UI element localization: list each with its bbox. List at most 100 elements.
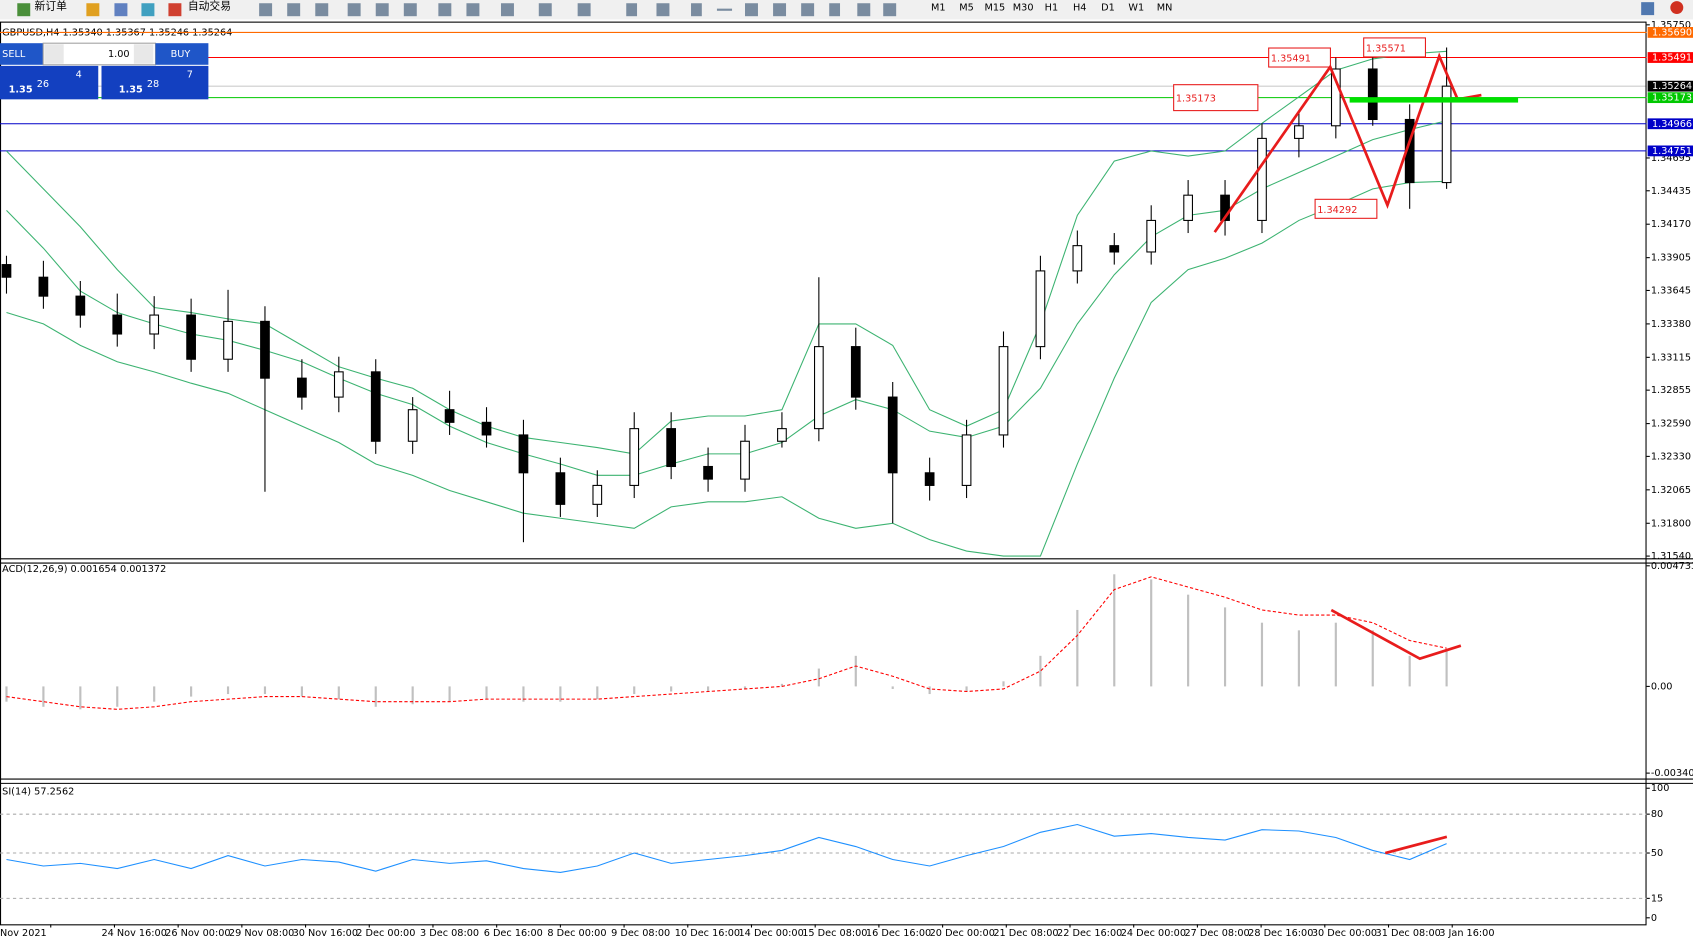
- candle-body: [924, 472, 935, 486]
- icon[interactable]: [114, 3, 128, 17]
- candle-body: [961, 434, 972, 486]
- buy-price-pip: 7: [187, 70, 193, 81]
- timeframe-button[interactable]: M30: [1013, 3, 1034, 14]
- lots-up[interactable]: [133, 44, 154, 64]
- y-tick-label: 1.31540: [1651, 551, 1691, 562]
- price-level-box: [1647, 145, 1693, 157]
- macd-bar: [965, 686, 968, 692]
- auto-trading-icon[interactable]: [168, 3, 182, 17]
- macd-bar: [854, 655, 857, 687]
- sell-button[interactable]: [0, 43, 44, 65]
- icon[interactable]: [141, 3, 155, 17]
- macd-bar: [780, 683, 784, 687]
- macd-bar: [485, 686, 488, 700]
- bollinger-middle: [6, 120, 1447, 476]
- icon[interactable]: [347, 3, 361, 17]
- candle-body: [1441, 85, 1452, 184]
- macd-bar: [596, 686, 599, 700]
- macd-bar: [1334, 622, 1337, 687]
- buy-label[interactable]: BUY: [171, 49, 191, 60]
- icon[interactable]: [716, 8, 733, 11]
- alert-icon[interactable]: [1670, 1, 1684, 15]
- x-tick-label: 3 Dec 08:00: [420, 928, 479, 938]
- lots-down[interactable]: [44, 44, 64, 64]
- bollinger-lower: [6, 180, 1447, 557]
- macd-bar: [263, 686, 267, 695]
- candle-body: [555, 472, 566, 505]
- new-order-icon[interactable]: [17, 3, 31, 17]
- y-tick-label: 0.004733: [1651, 561, 1693, 572]
- y-tick-label: 1.34695: [1651, 153, 1691, 164]
- x-tick-label: 21 Dec 08:00: [993, 928, 1058, 938]
- y-tick-label: 1.32330: [1651, 451, 1691, 462]
- price-level-label: 1.35264: [1652, 81, 1692, 92]
- icon[interactable]: [403, 3, 417, 17]
- y-tick-label: 50: [1651, 848, 1663, 859]
- macd-bar: [1408, 655, 1411, 687]
- timeframe-button[interactable]: D1: [1101, 3, 1115, 14]
- icon[interactable]: [857, 3, 871, 17]
- macd-bar: [1223, 607, 1227, 687]
- icon[interactable]: [287, 3, 301, 17]
- rsi-arrow: [1384, 835, 1448, 855]
- timeframe-button[interactable]: M15: [984, 3, 1005, 14]
- candle-body: [850, 346, 861, 398]
- y-tick-label: 1.33645: [1651, 285, 1691, 296]
- macd-bar: [1002, 681, 1005, 687]
- timeframe-button[interactable]: M5: [959, 3, 974, 14]
- macd-bar: [42, 686, 45, 707]
- price-annotation: 1.35491: [1271, 54, 1311, 65]
- macd-arrow: [1330, 608, 1462, 661]
- price-level-box: [1647, 118, 1693, 130]
- macd-bar: [190, 686, 193, 697]
- timeframe-button[interactable]: MN: [1157, 3, 1173, 14]
- timeframe-button[interactable]: M1: [931, 3, 946, 14]
- icon[interactable]: [829, 3, 841, 17]
- icon[interactable]: [315, 3, 329, 17]
- icon[interactable]: [656, 3, 670, 17]
- icon[interactable]: [801, 3, 815, 17]
- buy-button[interactable]: [155, 43, 209, 65]
- icon[interactable]: [438, 3, 452, 17]
- y-tick-label: 1.32590: [1651, 419, 1691, 430]
- icon[interactable]: [538, 3, 552, 17]
- sell-price[interactable]: [0, 65, 99, 100]
- icon[interactable]: [691, 3, 702, 17]
- icon[interactable]: [773, 3, 787, 17]
- macd-bar: [1371, 630, 1374, 687]
- macd-bar: [411, 686, 414, 705]
- icon[interactable]: [375, 3, 389, 17]
- sell-label[interactable]: SELL: [2, 49, 26, 60]
- candle-body: [370, 371, 381, 442]
- x-tick-label: 29 Nov 08:00: [229, 928, 294, 938]
- x-tick-label: 24 Dec 00:00: [1121, 928, 1186, 938]
- icon[interactable]: [500, 3, 514, 17]
- search-icon[interactable]: [1641, 2, 1655, 16]
- new-order-button[interactable]: 新订单: [35, 0, 68, 12]
- icon[interactable]: [466, 3, 480, 17]
- lots-value[interactable]: 1.00: [108, 49, 130, 60]
- icon[interactable]: [883, 3, 897, 17]
- chart-frame: [0, 21, 1647, 926]
- candle-body: [444, 409, 455, 423]
- y-tick-label: 1.32065: [1651, 485, 1691, 496]
- macd-bar: [1076, 609, 1079, 687]
- y-tick-label: 1.34170: [1651, 219, 1691, 230]
- auto-trading-button[interactable]: 自动交易: [188, 0, 231, 12]
- y-tick-label: 1.35750: [1651, 20, 1691, 31]
- candle-body: [1257, 137, 1267, 221]
- icon[interactable]: [259, 3, 273, 17]
- candle-body: [407, 409, 418, 442]
- candle-body: [260, 320, 270, 379]
- timeframe-button[interactable]: H4: [1073, 3, 1086, 14]
- candle-body: [1035, 270, 1046, 348]
- icon[interactable]: [745, 3, 758, 17]
- buy-price[interactable]: [101, 65, 209, 100]
- icon[interactable]: [577, 3, 591, 17]
- icon[interactable]: [86, 3, 100, 17]
- icon[interactable]: [626, 3, 638, 17]
- macd-bar: [743, 686, 747, 689]
- timeframe-button[interactable]: H1: [1045, 3, 1058, 14]
- timeframe-button[interactable]: W1: [1128, 3, 1144, 14]
